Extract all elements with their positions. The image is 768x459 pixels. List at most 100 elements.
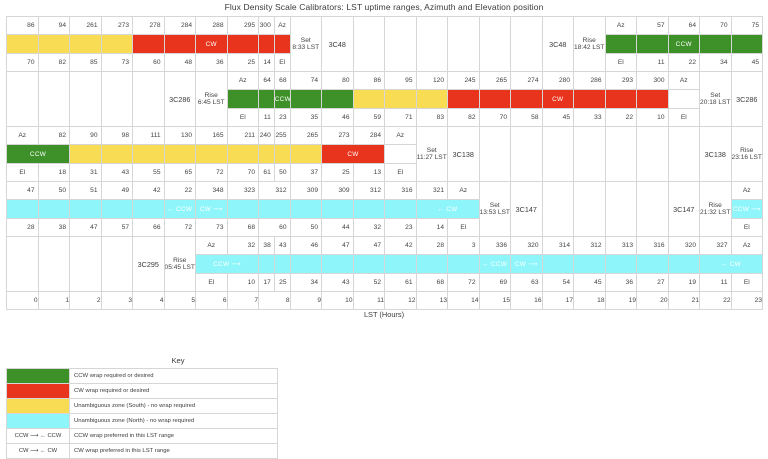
- list-item: Unambiguous zone (South) - no wrap requi…: [6, 398, 278, 414]
- wrap-band-cell: [321, 199, 354, 219]
- empty-cell: [667, 126, 700, 182]
- empty-cell: [573, 126, 606, 182]
- el-value: 72: [447, 273, 480, 292]
- empty-cell: [6, 71, 39, 127]
- source-name-right: 3C48: [541, 16, 574, 72]
- key-desc: Unambiguous zone (North) - no wrap requi…: [69, 413, 278, 429]
- az-value: 28: [415, 236, 448, 255]
- el-value: 85: [69, 53, 102, 72]
- el-tag: El: [730, 273, 763, 292]
- wrap-band-cell: [510, 89, 543, 109]
- az-value: 82: [37, 126, 70, 145]
- axis-tick: 22: [699, 291, 732, 310]
- az-value: 240: [258, 126, 275, 145]
- el-value: 10: [226, 273, 259, 292]
- key-desc: CW wrap preferred in this LST range: [69, 443, 278, 459]
- el-value: 37: [289, 163, 322, 182]
- wrap-band-cell: [573, 89, 606, 109]
- set-label: Set: [300, 37, 311, 44]
- rise-label-cell: Rise 05:45 LST: [163, 236, 196, 292]
- wrap-band-cell: [604, 254, 637, 274]
- el-value: 54: [541, 273, 574, 292]
- table-row: 3C286 Rise 6:45 LST Az 64 68 74 80 86 95…: [6, 71, 763, 127]
- az-value: 46: [289, 236, 322, 255]
- source-name-left: 3C286: [163, 71, 196, 127]
- key-desc: Unambiguous zone (South) - no wrap requi…: [69, 398, 278, 414]
- az-tag: Az: [730, 181, 763, 200]
- set-time: 11:27 LST: [416, 154, 447, 161]
- rise-label-cell: Rise 21:32 LST: [699, 181, 732, 237]
- wrap-band-cell: [321, 89, 354, 109]
- el-value: 18: [37, 163, 70, 182]
- el-value: 50: [289, 218, 322, 237]
- axis-tick: 23: [730, 291, 763, 310]
- empty-cell: [478, 16, 511, 72]
- az-value: 320: [510, 236, 543, 255]
- el-value: 61: [258, 163, 275, 182]
- el-value: 83: [415, 108, 448, 127]
- el-tag: El: [6, 163, 39, 182]
- el-value: 34: [699, 53, 732, 72]
- key-legend: Key CCW wrap required or desired CW wrap…: [6, 356, 278, 459]
- el-value: 19: [667, 273, 700, 292]
- az-value: 284: [352, 126, 385, 145]
- wrap-band-cell: [6, 199, 39, 219]
- calibrator-chart: 86 94 261 273 278 284 288 295 300 Az Set…: [6, 16, 763, 310]
- table-row: El 11 23 35 46 59 71 83 82 70 58 45 33 2…: [7, 108, 763, 127]
- el-value: 68: [415, 273, 448, 292]
- az-value: 312: [258, 181, 291, 200]
- wrap-band-cell: [478, 89, 511, 109]
- el-tag: El: [384, 163, 417, 182]
- az-value: 130: [163, 126, 196, 145]
- az-tag: Az: [195, 236, 228, 255]
- az-value: 47: [352, 236, 385, 255]
- swatch-ccw-required: [6, 368, 70, 384]
- az-value: 86: [6, 16, 39, 35]
- rise-label: Rise: [740, 147, 754, 154]
- wrap-band-cell: [636, 34, 669, 54]
- el-value: 46: [321, 108, 354, 127]
- az-value: 265: [478, 71, 511, 90]
- el-value: 38: [37, 218, 70, 237]
- source-name-left: 3C295: [132, 236, 165, 292]
- el-value: 14: [258, 53, 275, 72]
- az-value: 50: [37, 181, 70, 200]
- el-value: 25: [321, 163, 354, 182]
- rise-label: Rise: [708, 202, 722, 209]
- el-value: 10: [636, 108, 669, 127]
- cw-preferred-arrow: CW ⟶: [195, 199, 228, 219]
- table-row: ← CCW CW ⟶ ← CW CCW ⟶: [6, 199, 763, 219]
- swatch-ccw-preferred: CCW ⟶ ← CCW: [6, 428, 70, 444]
- az-value: 43: [273, 236, 291, 255]
- wrap-band-cell: [132, 34, 165, 54]
- axis-tick: 1: [37, 291, 70, 310]
- rise-time: 05:45 LST: [164, 264, 195, 271]
- el-value: 31: [69, 163, 102, 182]
- wrap-band-cell: [273, 254, 291, 274]
- wrap-band-cell: [289, 89, 322, 109]
- az-value: 86: [352, 71, 385, 90]
- az-value: 293: [604, 71, 637, 90]
- el-value: 28: [6, 218, 39, 237]
- axis-tick: 12: [384, 291, 417, 310]
- az-value: 57: [636, 16, 669, 35]
- az-tag: Az: [447, 181, 480, 200]
- wrap-band-cell: [352, 89, 385, 109]
- el-value: 45: [573, 273, 606, 292]
- empty-cell: [69, 236, 102, 292]
- az-value: 288: [195, 16, 228, 35]
- wrap-band-cell: [69, 199, 102, 219]
- list-item: Unambiguous zone (North) - no wrap requi…: [6, 413, 278, 429]
- wrap-band-cell: [273, 34, 291, 54]
- az-value: 280: [541, 71, 574, 90]
- empty-cell: [69, 71, 102, 127]
- wrap-band-cell: [415, 254, 448, 274]
- az-value: 321: [415, 181, 448, 200]
- wrap-band-cell: [447, 254, 480, 274]
- table-row: Az 82 90 98 111 130 165 211 240 255 265 …: [6, 126, 763, 182]
- el-value: 11: [699, 273, 732, 292]
- el-value: 58: [510, 108, 543, 127]
- table-row: 47 50 51 49 42 22 348 323 312 309 309 31…: [6, 181, 763, 237]
- wrap-band-cell: [289, 199, 322, 219]
